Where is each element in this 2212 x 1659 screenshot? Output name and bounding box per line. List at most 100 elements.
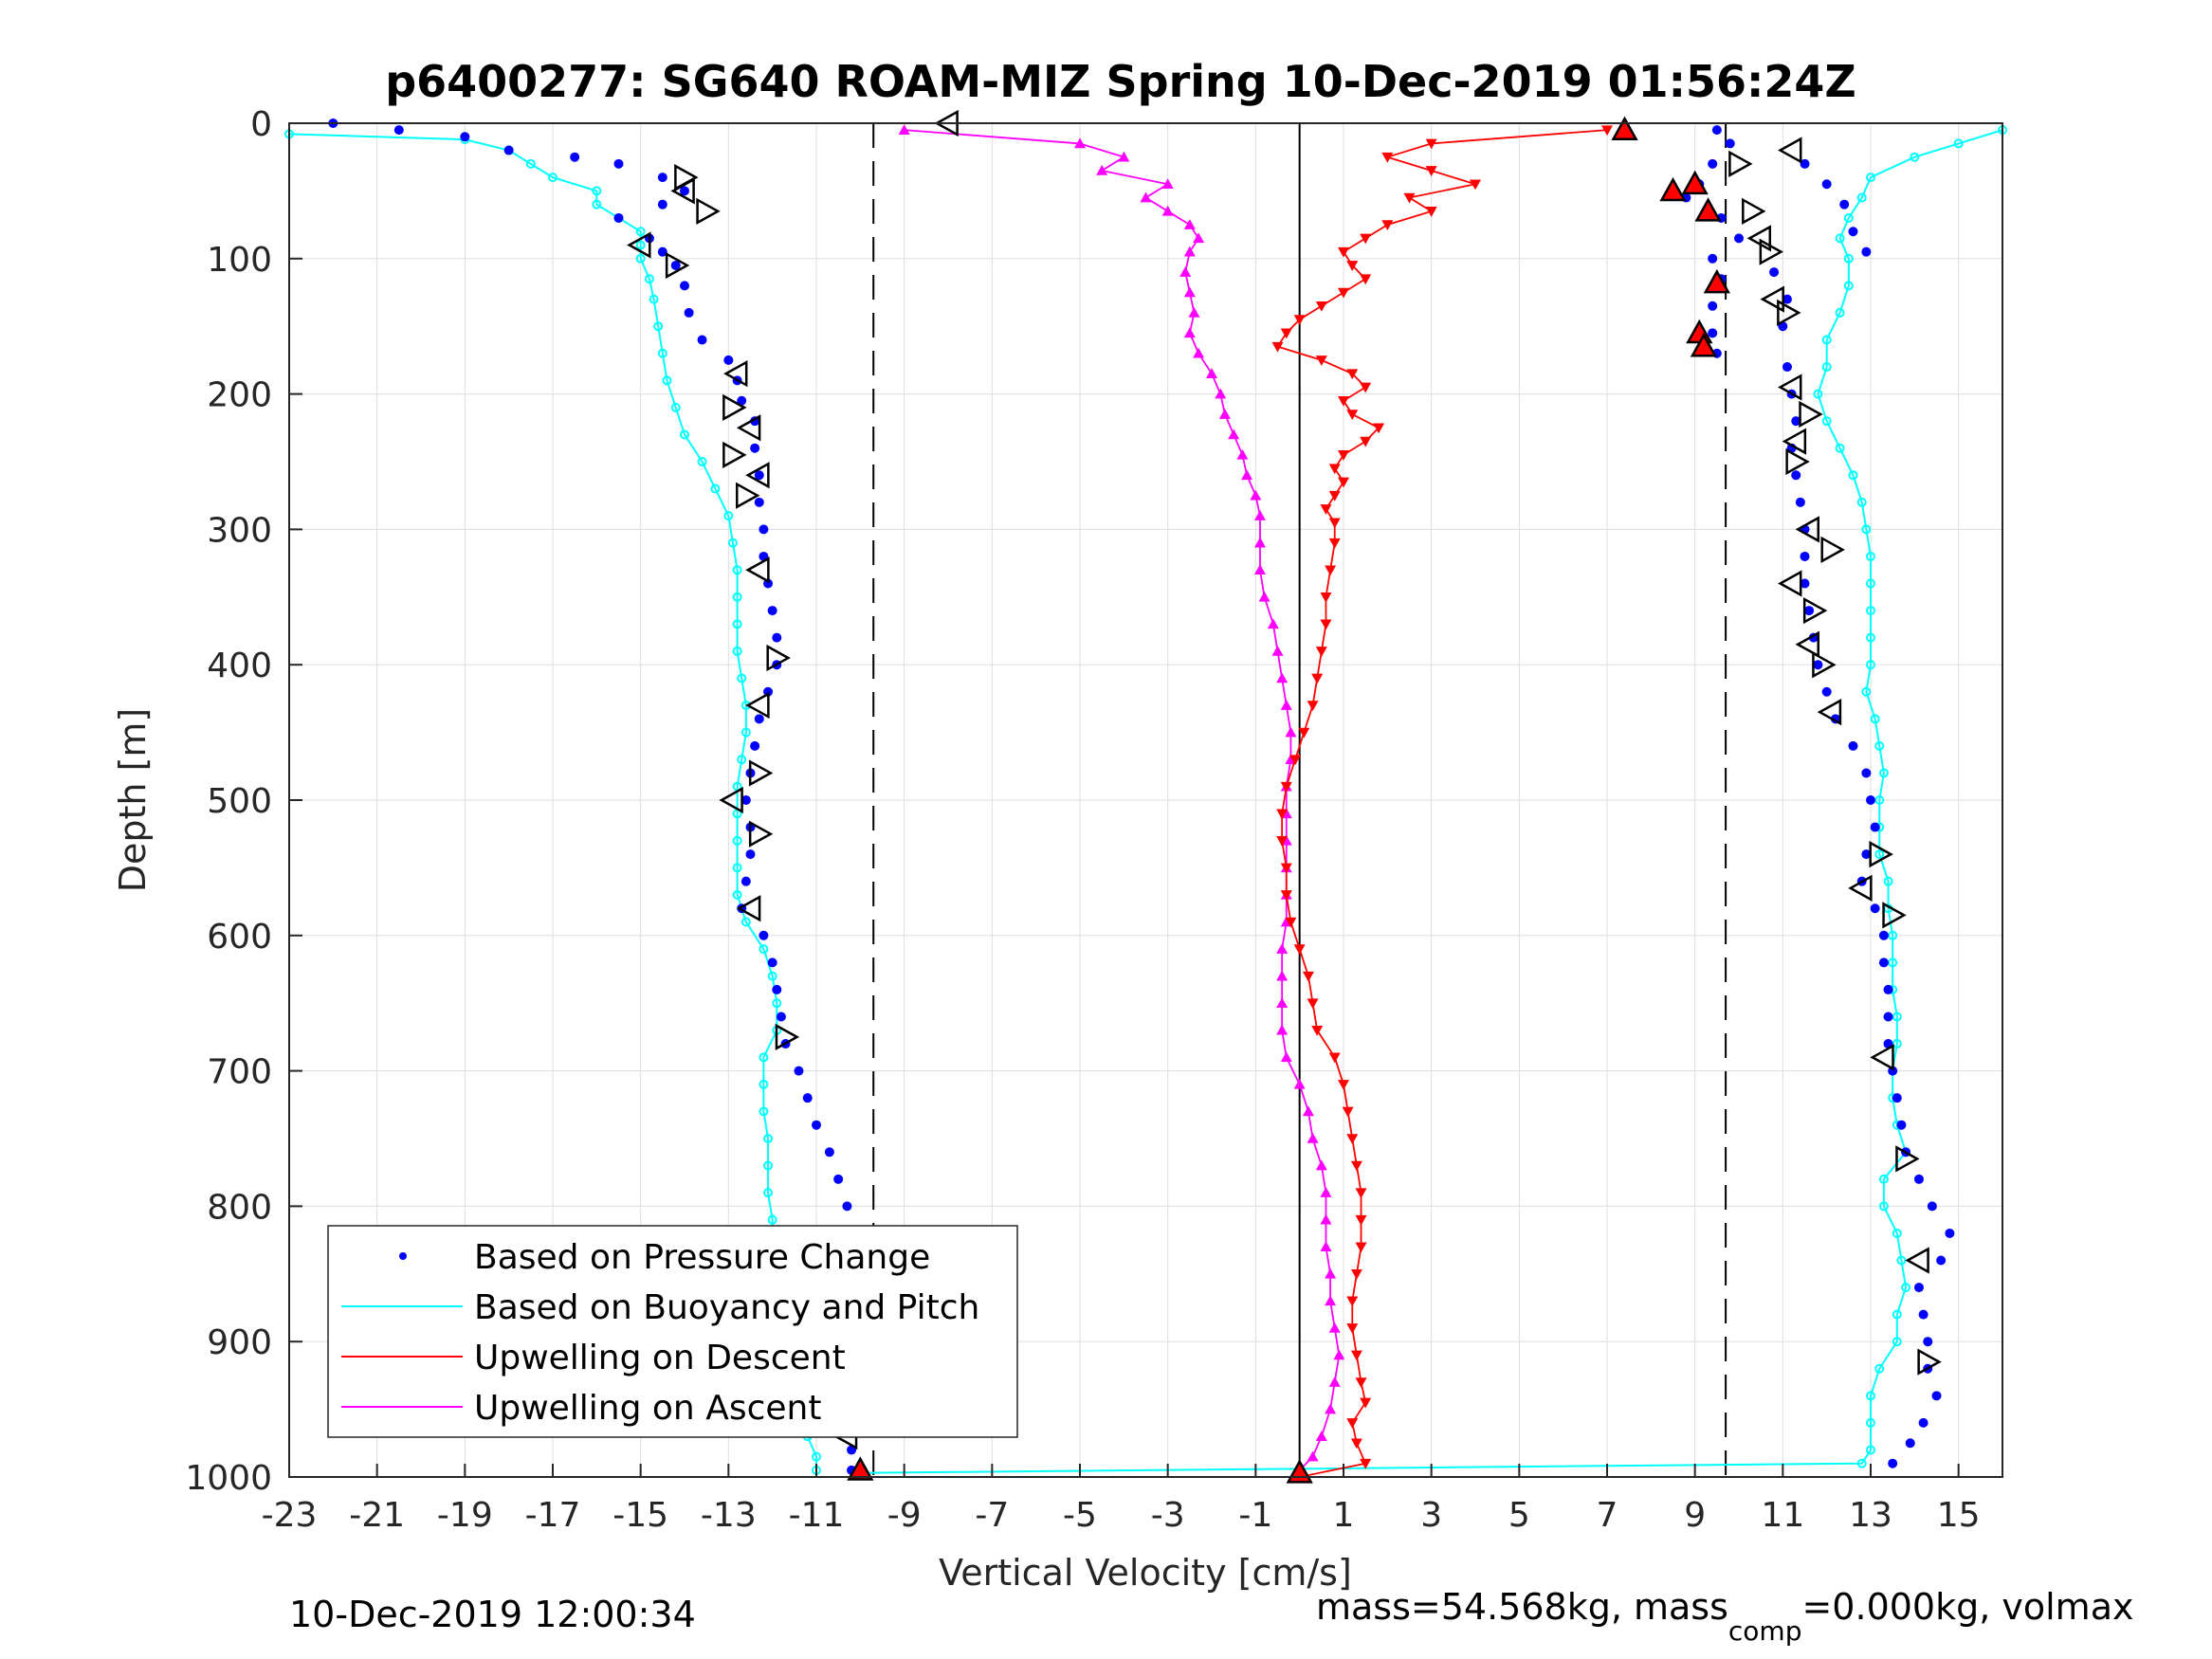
upwelling-ascent-point — [1325, 1403, 1337, 1414]
buoyancy-point — [812, 1451, 821, 1462]
buoyancy-point — [1892, 1337, 1902, 1347]
upwelling-descent-point — [1350, 1350, 1362, 1361]
upwelling-ascent-point — [1276, 1024, 1289, 1035]
upwelling-ascent-point — [1074, 137, 1086, 149]
upwelling-descent-point — [1601, 125, 1613, 137]
upwelling-descent-point — [1338, 246, 1349, 258]
segment-marker-ascent — [1759, 238, 1784, 265]
pressure-point — [680, 281, 689, 291]
y-axis-label: Depth [m] — [112, 708, 154, 893]
footer-mass-sub: comp — [1728, 1615, 1802, 1647]
upwelling-ascent-point — [1096, 164, 1108, 175]
upwelling-descent-point — [1373, 423, 1385, 434]
buoyancy-point — [1856, 1458, 1867, 1468]
pressure-point — [680, 186, 689, 196]
pressure-point — [1888, 1458, 1898, 1468]
x-tick-label: 13 — [1849, 1496, 1892, 1535]
buoyancy-point — [1866, 1417, 1875, 1428]
y-tick-label: 800 — [207, 1188, 272, 1227]
segment-marker-descent — [745, 462, 770, 489]
buoyancy-point — [763, 1160, 774, 1171]
buoyancy-point — [1953, 138, 1964, 149]
upwelling-descent-point — [1276, 836, 1289, 847]
buoyancy-point — [767, 1214, 777, 1225]
segment-marker-descent — [736, 482, 760, 509]
pressure-point — [1821, 686, 1832, 697]
pressure-point — [1791, 416, 1801, 427]
pressure-point — [1839, 199, 1850, 210]
reference-lines — [872, 123, 1728, 1477]
pressure-point — [670, 260, 681, 270]
buoyancy-point — [1866, 578, 1875, 589]
buoyancy-point — [737, 673, 747, 684]
x-tick-label: -11 — [789, 1496, 845, 1535]
upwelling-ascent-point — [1315, 1159, 1327, 1171]
upwelling-descent-point — [1307, 998, 1319, 1010]
upwelling-ascent-point — [1183, 286, 1196, 298]
upwelling-descent-point — [1355, 1214, 1367, 1226]
upwelling-ascent-point — [1276, 943, 1289, 954]
pressure-point — [684, 307, 694, 318]
buoyancy-point — [548, 173, 558, 183]
pressure-point — [1708, 158, 1718, 169]
upwelling-ascent-point — [1302, 1105, 1314, 1117]
buoyancy-point — [737, 755, 747, 765]
segment-marker-ascent — [1869, 840, 1893, 868]
upwelling-ascent-point — [1320, 1213, 1332, 1225]
segment-marker-ascent — [1870, 1044, 1894, 1071]
pressure-point — [772, 632, 782, 643]
buoyancy-point — [1892, 1039, 1902, 1049]
upwelling-ascent-point — [1325, 1267, 1337, 1279]
upwelling-ascent-point — [1218, 409, 1231, 419]
upwelling-ascent-point — [1320, 1241, 1332, 1252]
x-tick-label: 5 — [1508, 1496, 1530, 1535]
upwelling-ascent-point — [1161, 178, 1174, 190]
upwelling-descent-point — [1346, 410, 1359, 421]
upwelling-descent-point — [1328, 464, 1341, 475]
buoyancy-point — [740, 727, 751, 738]
upwelling-descent-point — [1328, 490, 1341, 501]
buoyancy-point — [1821, 362, 1832, 373]
pressure-point — [1782, 294, 1792, 304]
upwelling-descent-point — [1360, 233, 1372, 245]
buoyancy-point — [1843, 212, 1854, 223]
pressure-point — [1800, 578, 1810, 589]
pressure-point — [1848, 740, 1858, 751]
pressure-point — [1800, 551, 1810, 561]
pressure-point — [1804, 606, 1815, 616]
buoyancy-point — [662, 375, 672, 386]
upwelling-descent-point — [1355, 1377, 1367, 1389]
buoyancy-point — [727, 538, 738, 548]
buoyancy-point — [1866, 660, 1875, 670]
buoyancy-point — [740, 917, 751, 927]
buoyancy-point — [1821, 335, 1832, 345]
upwelling-descent-point — [1280, 781, 1292, 793]
segment-marker-descent — [766, 644, 791, 672]
upwelling-ascent-point — [1333, 1349, 1345, 1360]
upwelling-descent-point — [1346, 1418, 1359, 1429]
buoyancy-point — [767, 971, 777, 981]
pressure-point — [759, 930, 769, 940]
upwelling-descent-point — [1315, 301, 1327, 312]
upwelling-descent-point — [1315, 356, 1327, 366]
pressure-point — [1883, 1012, 1893, 1022]
y-tick-label: 1000 — [185, 1459, 272, 1498]
pressure-point — [657, 173, 667, 183]
buoyancy-point — [763, 1134, 774, 1143]
pressure-point — [1892, 1093, 1902, 1103]
buoyancy-point — [644, 274, 654, 284]
x-tick-label: -1 — [1238, 1496, 1272, 1535]
legend-label-buoyancy: Based on Buoyancy and Pitch — [474, 1288, 979, 1327]
pressure-point — [767, 957, 777, 968]
x-tick-label: -17 — [525, 1496, 581, 1535]
x-tick-label: 1 — [1333, 1496, 1355, 1535]
upwelling-ascent-point — [1118, 151, 1130, 162]
y-tick-label: 0 — [250, 105, 272, 144]
segment-marker-ascent — [1778, 570, 1802, 597]
x-tick-label: 9 — [1684, 1496, 1706, 1535]
y-tick-label: 100 — [207, 241, 272, 280]
upwelling-descent-point — [1338, 450, 1349, 461]
buoyancy-point — [1874, 795, 1885, 805]
segment-marker-descent — [723, 360, 748, 388]
